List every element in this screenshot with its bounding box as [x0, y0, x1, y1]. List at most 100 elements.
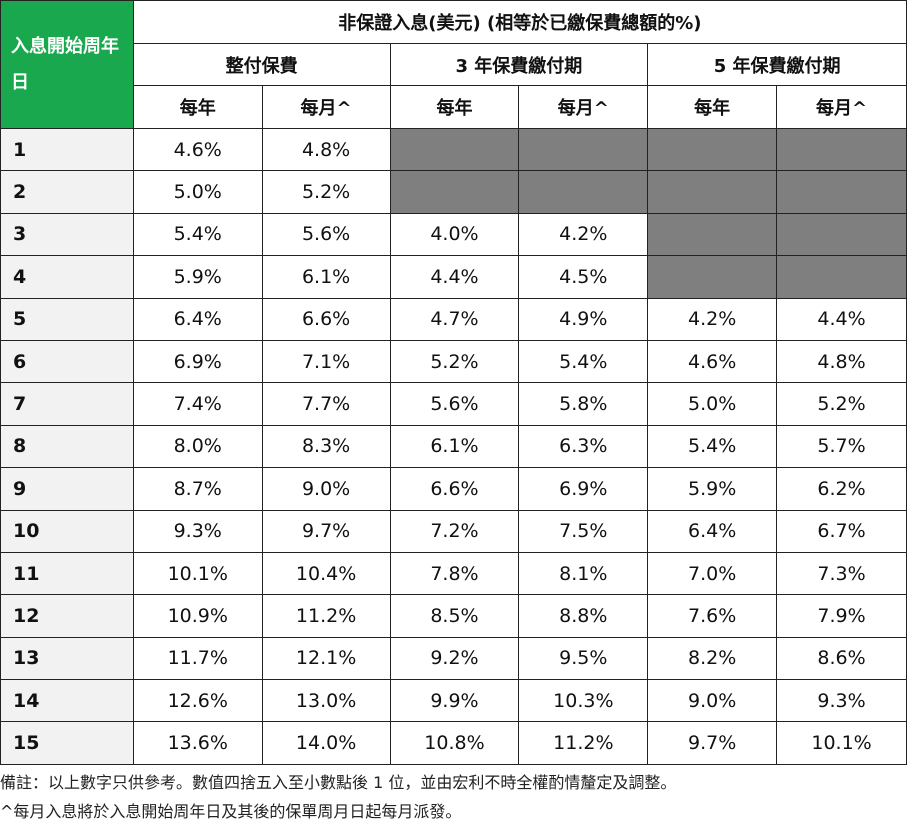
table-row: 5 6.4% 6.6% 4.7% 4.9% 4.2% 4.4%	[0, 297, 907, 341]
value-cell: 4.7%	[389, 297, 520, 341]
value-cell: 9.3%	[776, 679, 907, 723]
value-cell: 4.5%	[518, 255, 649, 299]
value-cell: 8.0%	[132, 424, 263, 469]
value-cell: 4.4%	[776, 297, 907, 341]
unavailable-cell	[647, 127, 778, 172]
table-row: 8 8.0% 8.3% 6.1% 6.3% 5.4% 5.7%	[0, 424, 907, 469]
value-cell: 6.6%	[389, 467, 520, 511]
table-row: 12 10.9% 11.2% 8.5% 8.8% 7.6% 7.9%	[0, 594, 907, 638]
table-row: 7 7.4% 7.7% 5.6% 5.8% 5.0% 5.2%	[0, 382, 907, 426]
value-cell: 13.0%	[261, 679, 391, 723]
value-cell: 8.2%	[647, 636, 778, 681]
value-cell: 6.4%	[647, 509, 778, 553]
value-cell: 5.8%	[518, 382, 649, 426]
value-cell: 8.5%	[389, 594, 520, 638]
value-cell: 11.7%	[132, 636, 263, 681]
value-cell: 7.5%	[518, 509, 649, 553]
value-cell: 5.2%	[261, 170, 391, 214]
table-row: 1 4.6% 4.8%	[0, 127, 907, 172]
value-cell: 7.2%	[389, 509, 520, 553]
row-year-label: 5	[0, 297, 134, 341]
table-row: 9 8.7% 9.0% 6.6% 6.9% 5.9% 6.2%	[0, 467, 907, 511]
sub-header: 每年	[389, 85, 520, 129]
value-cell: 4.8%	[776, 339, 907, 384]
unavailable-cell	[776, 170, 907, 214]
value-cell: 6.6%	[261, 297, 391, 341]
table-row: 4 5.9% 6.1% 4.4% 4.5%	[0, 255, 907, 299]
monthly-note: ^每月入息將於入息開始周年日及其後的保單周月日起每月派發。	[0, 802, 462, 821]
value-cell: 8.8%	[518, 594, 649, 638]
value-cell: 10.9%	[132, 594, 263, 638]
value-cell: 11.2%	[518, 721, 649, 765]
value-cell: 9.0%	[647, 679, 778, 723]
sub-header: 每年	[647, 85, 778, 129]
value-cell: 8.7%	[132, 467, 263, 511]
value-cell: 10.3%	[518, 679, 649, 723]
value-cell: 4.0%	[389, 212, 520, 257]
sub-header: 每月^	[261, 85, 391, 129]
row-year-label: 13	[0, 636, 134, 681]
row-year-label: 14	[0, 679, 134, 723]
row-year-label: 8	[0, 424, 134, 469]
income-table: 入息開始周年日 非保證入息(美元) (相等於已繳保費總額的%) 整付保費 3 年…	[0, 0, 907, 765]
value-cell: 5.4%	[647, 424, 778, 469]
row-year-label: 7	[0, 382, 134, 426]
value-cell: 5.9%	[647, 467, 778, 511]
unavailable-cell	[776, 255, 907, 299]
table-row: 2 5.0% 5.2%	[0, 170, 907, 214]
value-cell: 7.4%	[132, 382, 263, 426]
value-cell: 7.3%	[776, 551, 907, 596]
table-row: 14 12.6% 13.0% 9.9% 10.3% 9.0% 9.3%	[0, 679, 907, 723]
value-cell: 5.6%	[261, 212, 391, 257]
value-cell: 9.0%	[261, 467, 391, 511]
unavailable-cell	[776, 127, 907, 172]
row-year-label: 10	[0, 509, 134, 553]
value-cell: 5.4%	[132, 212, 263, 257]
value-cell: 8.6%	[776, 636, 907, 681]
value-cell: 11.2%	[261, 594, 391, 638]
value-cell: 4.2%	[518, 212, 649, 257]
unavailable-cell	[647, 170, 778, 214]
row-year-label: 12	[0, 594, 134, 638]
value-cell: 13.6%	[132, 721, 263, 765]
value-cell: 10.1%	[776, 721, 907, 765]
sub-header: 每年	[132, 85, 263, 129]
table-row: 3 5.4% 5.6% 4.0% 4.2%	[0, 212, 907, 257]
unavailable-cell	[518, 127, 649, 172]
main-title: 非保證入息(美元) (相等於已繳保費總額的%)	[132, 0, 907, 44]
value-cell: 6.3%	[518, 424, 649, 469]
table-body: 1 4.6% 4.8% 2 5.0% 5.2% 3 5.4% 5.6% 4.0% 4.2% 4 5.9%…	[0, 127, 907, 765]
value-cell: 5.0%	[132, 170, 263, 214]
value-cell: 4.6%	[647, 339, 778, 384]
value-cell: 8.1%	[518, 551, 649, 596]
unavailable-cell	[389, 127, 520, 172]
value-cell: 9.3%	[132, 509, 263, 553]
value-cell: 5.2%	[776, 382, 907, 426]
value-cell: 14.0%	[261, 721, 391, 765]
row-year-label: 3	[0, 212, 134, 257]
value-cell: 9.5%	[518, 636, 649, 681]
row-year-label: 9	[0, 467, 134, 511]
table-row: 13 11.7% 12.1% 9.2% 9.5% 8.2% 8.6%	[0, 636, 907, 681]
value-cell: 12.1%	[261, 636, 391, 681]
value-cell: 9.7%	[261, 509, 391, 553]
value-cell: 12.6%	[132, 679, 263, 723]
value-cell: 4.2%	[647, 297, 778, 341]
row-year-label: 1	[0, 127, 134, 172]
value-cell: 6.1%	[261, 255, 391, 299]
row-year-label: 15	[0, 721, 134, 765]
table-row: 15 13.6% 14.0% 10.8% 11.2% 9.7% 10.1%	[0, 721, 907, 765]
table-row: 10 9.3% 9.7% 7.2% 7.5% 6.4% 6.7%	[0, 509, 907, 553]
sub-header: 每月^	[518, 85, 649, 129]
remark-note: 備註：以上數字只供參考。數值四捨五入至小數點後 1 位，並由宏利不時全權酌情釐定…	[0, 773, 677, 792]
value-cell: 6.4%	[132, 297, 263, 341]
value-cell: 9.7%	[647, 721, 778, 765]
value-cell: 5.4%	[518, 339, 649, 384]
value-cell: 8.3%	[261, 424, 391, 469]
value-cell: 7.6%	[647, 594, 778, 638]
value-cell: 5.2%	[389, 339, 520, 384]
value-cell: 6.9%	[518, 467, 649, 511]
value-cell: 10.4%	[261, 551, 391, 596]
value-cell: 6.2%	[776, 467, 907, 511]
row-year-label: 6	[0, 339, 134, 384]
